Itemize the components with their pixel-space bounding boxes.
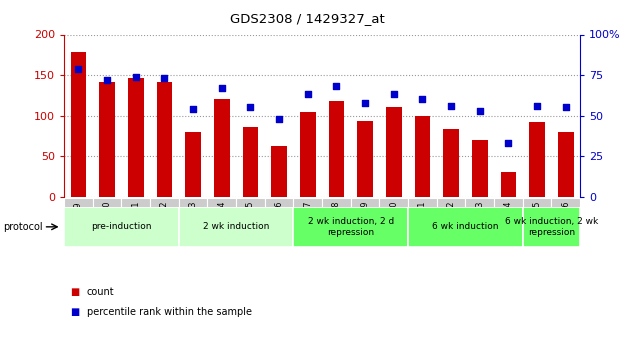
- Point: [474, 108, 485, 114]
- Point: [561, 105, 571, 110]
- Text: GSM76329: GSM76329: [74, 201, 83, 245]
- Point: [532, 103, 542, 109]
- Bar: [379, 198, 408, 231]
- Bar: [128, 78, 144, 197]
- Point: [73, 66, 83, 71]
- Text: 2 wk induction: 2 wk induction: [203, 222, 269, 231]
- Text: count: count: [87, 287, 114, 296]
- Bar: [179, 198, 208, 231]
- Text: GSM76340: GSM76340: [389, 201, 398, 244]
- Bar: [558, 132, 574, 197]
- Bar: [300, 111, 315, 197]
- Text: pre-induction: pre-induction: [91, 222, 152, 231]
- Bar: [236, 198, 265, 231]
- Text: protocol: protocol: [3, 222, 43, 232]
- Bar: [93, 198, 121, 231]
- Text: 6 wk induction: 6 wk induction: [432, 222, 499, 231]
- Bar: [294, 198, 322, 231]
- Bar: [322, 198, 351, 231]
- Bar: [443, 129, 459, 197]
- Text: GSM76339: GSM76339: [361, 201, 370, 245]
- Bar: [386, 108, 402, 197]
- Bar: [121, 198, 150, 231]
- Text: GSM76345: GSM76345: [533, 201, 542, 245]
- Bar: [208, 198, 236, 231]
- Bar: [551, 198, 580, 231]
- Text: GSM76343: GSM76343: [475, 201, 484, 244]
- Text: ■: ■: [71, 287, 79, 296]
- Bar: [494, 198, 523, 231]
- Bar: [64, 198, 93, 231]
- Point: [274, 116, 284, 121]
- Bar: [408, 198, 437, 231]
- Bar: [214, 99, 229, 197]
- Bar: [185, 132, 201, 197]
- Text: GSM76332: GSM76332: [160, 201, 169, 245]
- Bar: [408, 207, 523, 247]
- Bar: [294, 207, 408, 247]
- Text: GSM76341: GSM76341: [418, 201, 427, 244]
- Bar: [271, 146, 287, 197]
- Point: [246, 105, 256, 110]
- Bar: [501, 172, 516, 197]
- Bar: [150, 198, 179, 231]
- Point: [303, 92, 313, 97]
- Text: GSM76346: GSM76346: [562, 201, 570, 244]
- Bar: [465, 198, 494, 231]
- Bar: [265, 198, 294, 231]
- Point: [217, 85, 227, 91]
- Point: [131, 74, 141, 79]
- Text: GSM76331: GSM76331: [131, 201, 140, 244]
- Point: [160, 76, 170, 81]
- Point: [360, 100, 370, 105]
- Bar: [329, 101, 344, 197]
- Bar: [64, 207, 179, 247]
- Text: GDS2308 / 1429327_at: GDS2308 / 1429327_at: [230, 12, 385, 25]
- Bar: [437, 198, 465, 231]
- Bar: [156, 81, 172, 197]
- Text: percentile rank within the sample: percentile rank within the sample: [87, 307, 251, 317]
- Point: [388, 92, 399, 97]
- Bar: [357, 121, 373, 197]
- Text: GSM76335: GSM76335: [246, 201, 255, 245]
- Point: [331, 83, 342, 89]
- Bar: [472, 140, 488, 197]
- Text: GSM76336: GSM76336: [274, 201, 283, 244]
- Text: GSM76344: GSM76344: [504, 201, 513, 244]
- Bar: [415, 116, 430, 197]
- Bar: [99, 82, 115, 197]
- Text: GSM76338: GSM76338: [332, 201, 341, 244]
- Text: GSM76330: GSM76330: [103, 201, 112, 244]
- Bar: [71, 52, 87, 197]
- Bar: [351, 198, 379, 231]
- Bar: [523, 207, 580, 247]
- Bar: [242, 127, 258, 197]
- Text: GSM76337: GSM76337: [303, 201, 312, 245]
- Point: [417, 97, 428, 102]
- Text: 6 wk induction, 2 wk
repression: 6 wk induction, 2 wk repression: [505, 217, 598, 237]
- Point: [503, 140, 513, 146]
- Bar: [179, 207, 294, 247]
- Text: 2 wk induction, 2 d
repression: 2 wk induction, 2 d repression: [308, 217, 394, 237]
- Bar: [529, 122, 545, 197]
- Point: [188, 106, 198, 112]
- Text: GSM76334: GSM76334: [217, 201, 226, 244]
- Point: [102, 77, 112, 83]
- Point: [446, 103, 456, 109]
- Text: ■: ■: [71, 307, 79, 317]
- Text: GSM76333: GSM76333: [188, 201, 197, 244]
- Text: GSM76342: GSM76342: [447, 201, 456, 245]
- Bar: [523, 198, 551, 231]
